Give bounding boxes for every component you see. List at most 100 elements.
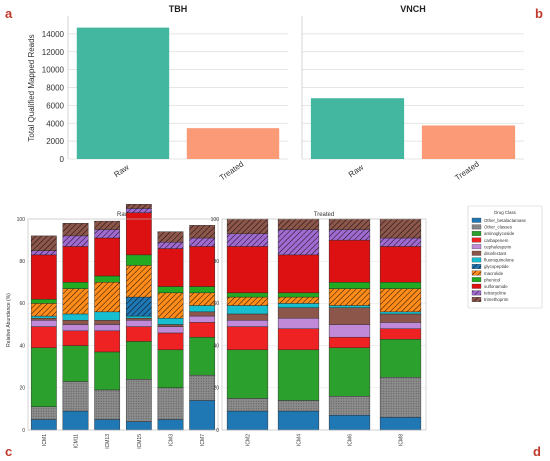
chart-d-segment-fluoroquinolone bbox=[328, 305, 371, 308]
legend-title: Drug Class bbox=[494, 210, 517, 215]
chart-c-segment-aminoglycoside bbox=[30, 347, 57, 407]
chart-c-segment-aminoglycoside bbox=[189, 336, 216, 376]
legend-item-label: Other_classes bbox=[484, 225, 513, 230]
panel-letter-d: d bbox=[533, 444, 541, 459]
chart-c-segment-dots bbox=[31, 406, 57, 420]
legend-swatch bbox=[471, 283, 482, 289]
chart-c-xtick-label: ICM1 bbox=[42, 434, 48, 446]
chart-c-segment-dots bbox=[94, 389, 120, 420]
chart-d-segment-fluoroquinolone bbox=[277, 303, 320, 308]
chart-c-segment-phenicol bbox=[189, 286, 216, 294]
chart-b-xtick-label: Raw bbox=[347, 163, 365, 180]
legend-item-label: carbapenem bbox=[484, 238, 509, 243]
chart-c-segment-hatch bbox=[157, 242, 184, 249]
chart-c-segment-sulfonamide bbox=[157, 248, 184, 287]
chart-c-segment-dots bbox=[157, 387, 184, 420]
chart-c-segment-carbapenem bbox=[62, 330, 89, 346]
chart-d-segment-disinfectant bbox=[277, 307, 320, 319]
chart-d-segment-other_betalactamase bbox=[277, 410, 320, 431]
chart-a-ytick-label: 0 bbox=[60, 155, 65, 164]
chart-d-segment-phenicol bbox=[379, 282, 422, 289]
chart-c-segment-hatch bbox=[62, 223, 89, 236]
chart-d-segment-hatch bbox=[278, 229, 319, 255]
chart-c-segment-phenicol bbox=[125, 254, 152, 266]
chart-c-segment-fluoroquinolone bbox=[125, 315, 152, 319]
chart-d-segment-sulfonamide bbox=[379, 246, 422, 283]
chart-c-segment-hatch bbox=[94, 229, 120, 238]
chart-a-ytick-label: 8000 bbox=[46, 84, 64, 93]
chart-a-xtick-label: Raw bbox=[112, 163, 130, 180]
chart-c-segment-carbapenem bbox=[94, 330, 121, 353]
legend-item-label: macrolide bbox=[484, 271, 504, 276]
chart-d-segment-hatch bbox=[227, 297, 268, 306]
chart-c-segment-other_betalactamase bbox=[125, 421, 152, 431]
legend-swatch bbox=[471, 250, 482, 256]
legend-item-label: cephalosporin bbox=[484, 244, 512, 249]
chart-d-segment-hatch bbox=[278, 297, 319, 304]
chart-d-segment-fluoroquinolone bbox=[379, 311, 422, 315]
chart-c-segment-cephalosporin bbox=[125, 320, 152, 327]
chart-d-ytick-label: 20 bbox=[213, 386, 219, 392]
chart-c-segment-disinfectant bbox=[30, 317, 57, 321]
chart-a-ytick-label: 10000 bbox=[42, 66, 65, 75]
chart-b-xtick-label: Treated bbox=[453, 159, 481, 182]
chart-c-segment-hatch bbox=[189, 237, 215, 247]
chart-c-segment-hatch bbox=[94, 282, 120, 312]
legend-swatch bbox=[471, 257, 482, 263]
chart-d-segment-hatch bbox=[329, 219, 370, 230]
legend-swatch bbox=[471, 217, 482, 223]
chart-a-bar-treated bbox=[186, 128, 280, 159]
chart-c-segment-sulfonamide bbox=[62, 246, 89, 283]
chart-d-segment-carbapenem bbox=[226, 326, 269, 351]
chart-c-segment-other_betalactamase bbox=[94, 419, 121, 431]
chart-c-segment-aminoglycoside bbox=[62, 345, 89, 382]
chart-a-ytick-label: 4000 bbox=[46, 119, 64, 128]
chart-a-title: TBH bbox=[169, 4, 188, 14]
chart-d-ytick-label: 60 bbox=[213, 301, 219, 307]
chart-c-segment-aminoglycoside bbox=[94, 351, 121, 391]
chart-c-segment-other_betalactamase bbox=[189, 400, 216, 431]
chart-c-segment-cephalosporin bbox=[157, 326, 184, 334]
chart-c-segment-hatch bbox=[31, 235, 57, 251]
chart-d-segment-carbapenem bbox=[379, 328, 422, 340]
chart-c-plot: 0 20 40 60 80 100 ICM1 ICM11 ICM13 ICM15 ICM3 ICM7 bbox=[17, 204, 219, 449]
chart-a-plot: 0 2000 4000 6000 8000 10000 12000 14000 Raw Treat… bbox=[42, 16, 288, 182]
chart-c-segment-dots bbox=[126, 379, 152, 422]
chart-d-ytick-label: 0 bbox=[216, 428, 219, 434]
chart-c-segment-sulfonamide bbox=[125, 212, 152, 256]
chart-c-segment-phenicol bbox=[62, 282, 89, 289]
chart-d-segment-sulfonamide bbox=[226, 246, 269, 294]
chart-c-segment-hatch bbox=[126, 297, 152, 317]
chart-d-segment-cephalosporin bbox=[328, 324, 371, 338]
chart-b-title: VNCH bbox=[400, 4, 426, 14]
chart-d-ytick-label: 100 bbox=[211, 217, 220, 223]
legend-swatch bbox=[471, 231, 482, 236]
chart-b-bar-treated bbox=[421, 125, 516, 159]
legend-item-label: trimethoprim bbox=[484, 297, 509, 302]
chart-c-segment-disinfectant bbox=[94, 320, 121, 325]
drug-class-legend: Drug Class Other_betalactamase Other_clas… bbox=[467, 205, 543, 309]
chart-d-segment-other_betalactamase bbox=[379, 417, 422, 431]
chart-d-segment-phenicol bbox=[226, 292, 269, 298]
chart-a-ylabel: Total Qualified Mapped Reads bbox=[27, 34, 36, 141]
chart-a-ytick-label: 2000 bbox=[46, 137, 64, 146]
legend-swatch bbox=[471, 244, 482, 250]
chart-c-segment-disinfectant bbox=[62, 320, 89, 325]
chart-c-segment-fluoroquinolone bbox=[62, 313, 89, 321]
legend-item-label: tetracycline bbox=[484, 291, 507, 296]
chart-c-xtick-label: ICM11 bbox=[74, 434, 80, 449]
chart-d-title: Treated bbox=[314, 212, 334, 218]
chart-c-segment-hatch bbox=[189, 225, 215, 238]
chart-c-ylabel: Relative Abundance (%) bbox=[6, 293, 12, 347]
legend-swatch bbox=[471, 237, 482, 243]
legend-item-label: aminoglycoside bbox=[484, 231, 515, 236]
chart-c-segment-cephalosporin bbox=[62, 324, 89, 332]
chart-c-segment-hatch bbox=[62, 235, 89, 247]
chart-d-segment-hatch bbox=[380, 219, 421, 238]
chart-b-bar-raw bbox=[310, 98, 405, 159]
chart-c-segment-disinfectant bbox=[189, 311, 216, 317]
chart-c-segment-carbapenem bbox=[30, 326, 57, 348]
chart-c-segment-hatch bbox=[31, 303, 57, 317]
legend-item-label: glycopeptide bbox=[484, 264, 509, 269]
legend-frame bbox=[467, 205, 543, 309]
